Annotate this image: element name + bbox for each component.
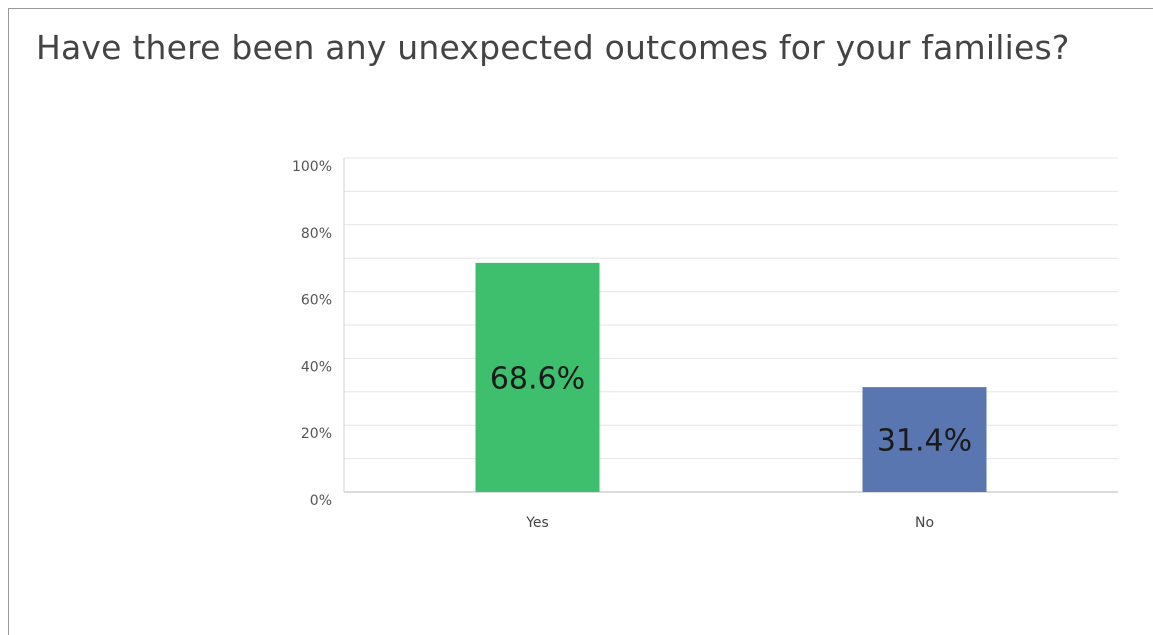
x-category-label: Yes bbox=[525, 515, 549, 531]
y-tick-label: 60% bbox=[301, 293, 332, 309]
y-tick-label: 20% bbox=[301, 426, 332, 442]
y-tick-label: 100% bbox=[292, 159, 332, 175]
data-label: 68.6% bbox=[490, 361, 585, 396]
y-tick-label: 40% bbox=[301, 359, 332, 375]
x-category-label: No bbox=[915, 515, 934, 531]
bar-no bbox=[862, 387, 987, 492]
bar-yes bbox=[475, 262, 600, 492]
y-tick-label: 80% bbox=[301, 226, 332, 242]
y-tick-label: 0% bbox=[310, 493, 332, 509]
chart-title: Have there been any unexpected outcomes … bbox=[36, 28, 1070, 67]
data-label: 31.4% bbox=[877, 424, 972, 459]
